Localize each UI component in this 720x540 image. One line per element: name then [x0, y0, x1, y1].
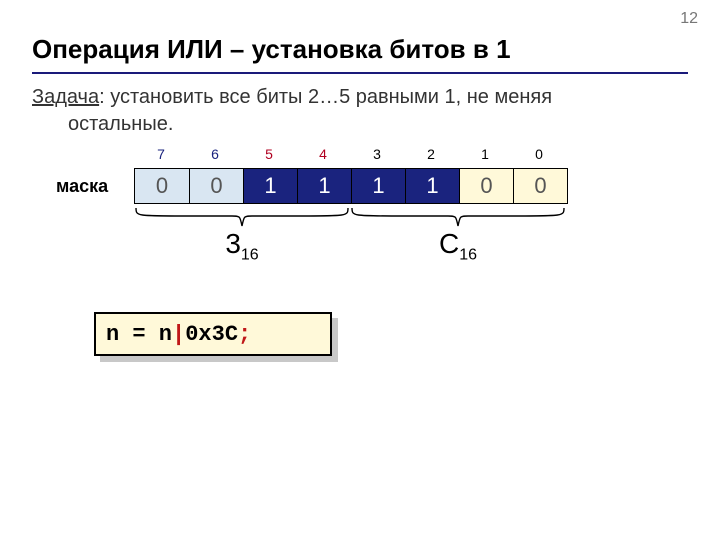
bit-cell: 1: [351, 169, 405, 203]
bit-cell: 0: [135, 169, 189, 203]
task-text: Задача: установить все биты 2…5 равными …: [32, 84, 690, 138]
hex-digit-low: C: [439, 228, 459, 259]
bit-cell: 0: [459, 169, 513, 203]
bit-index: 5: [242, 146, 296, 162]
code-box: n = n | 0x3C;: [94, 312, 332, 356]
bit-index: 2: [404, 146, 458, 162]
bit-cell: 1: [243, 169, 297, 203]
mask-label: маска: [56, 176, 108, 197]
bit-cell: 0: [513, 169, 567, 203]
bit-index-row: 76543210: [134, 146, 566, 162]
bit-index: 3: [350, 146, 404, 162]
code-token: n = n: [106, 322, 172, 347]
bit-index: 1: [458, 146, 512, 162]
bit-cell: 0: [189, 169, 243, 203]
title-rule: [32, 72, 688, 74]
bit-index: 4: [296, 146, 350, 162]
bit-index: 0: [512, 146, 566, 162]
code-token: 0x3C: [185, 322, 238, 347]
bit-cell: 1: [405, 169, 459, 203]
page-number: 12: [680, 10, 698, 28]
bit-table: 00111100: [134, 168, 568, 204]
task-line1: : установить все биты 2…5 равными 1, не …: [99, 86, 552, 108]
hex-label-high: 316: [202, 228, 282, 265]
bit-index: 6: [188, 146, 242, 162]
hex-base-high: 16: [241, 247, 259, 264]
hex-label-low: C16: [418, 228, 498, 265]
code-token: |: [172, 322, 185, 347]
task-line2: остальные.: [68, 111, 690, 138]
bit-index: 7: [134, 146, 188, 162]
brace-high-nibble: [134, 206, 350, 228]
brace-low-nibble: [350, 206, 566, 228]
code-token: ;: [238, 322, 251, 347]
bit-cell: 1: [297, 169, 351, 203]
task-label: Задача: [32, 86, 99, 108]
slide-title: Операция ИЛИ – установка битов в 1: [32, 34, 511, 65]
hex-digit-high: 3: [225, 228, 241, 259]
hex-base-low: 16: [459, 247, 477, 264]
